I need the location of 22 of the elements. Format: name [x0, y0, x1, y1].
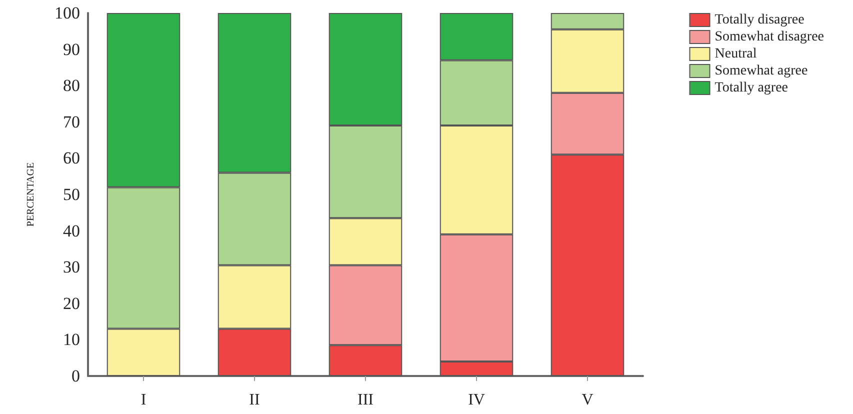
legend-label: Totally agree: [714, 80, 788, 96]
x-tick-label: II: [249, 392, 260, 408]
legend-label: Somewhat disagree: [714, 30, 824, 44]
y-tick-label: 40: [63, 221, 80, 240]
y-tick-label: 100: [54, 4, 80, 22]
x-tick-label: IV: [468, 392, 486, 408]
y-tick-label: 30: [63, 258, 80, 277]
x-tick-label: III: [358, 392, 374, 408]
y-axis-title: PERCENTAGE: [26, 162, 36, 227]
y-tick-label: 70: [63, 112, 80, 132]
x-tick-label: I: [140, 392, 146, 408]
y-tick-label: 0: [72, 366, 80, 386]
legend-label: Somewhat agree: [714, 64, 808, 78]
y-tick-label: 80: [63, 76, 80, 96]
y-tick-label: 60: [63, 148, 80, 168]
y-tick-label: 50: [63, 185, 80, 204]
y-tick-label: 20: [63, 294, 80, 313]
legend-label: Neutral: [714, 46, 757, 62]
legend-label: Totally disagree: [714, 12, 804, 28]
y-tick-label: 90: [63, 40, 80, 59]
x-tick-label: V: [582, 392, 594, 408]
y-tick-label: 10: [63, 330, 80, 350]
